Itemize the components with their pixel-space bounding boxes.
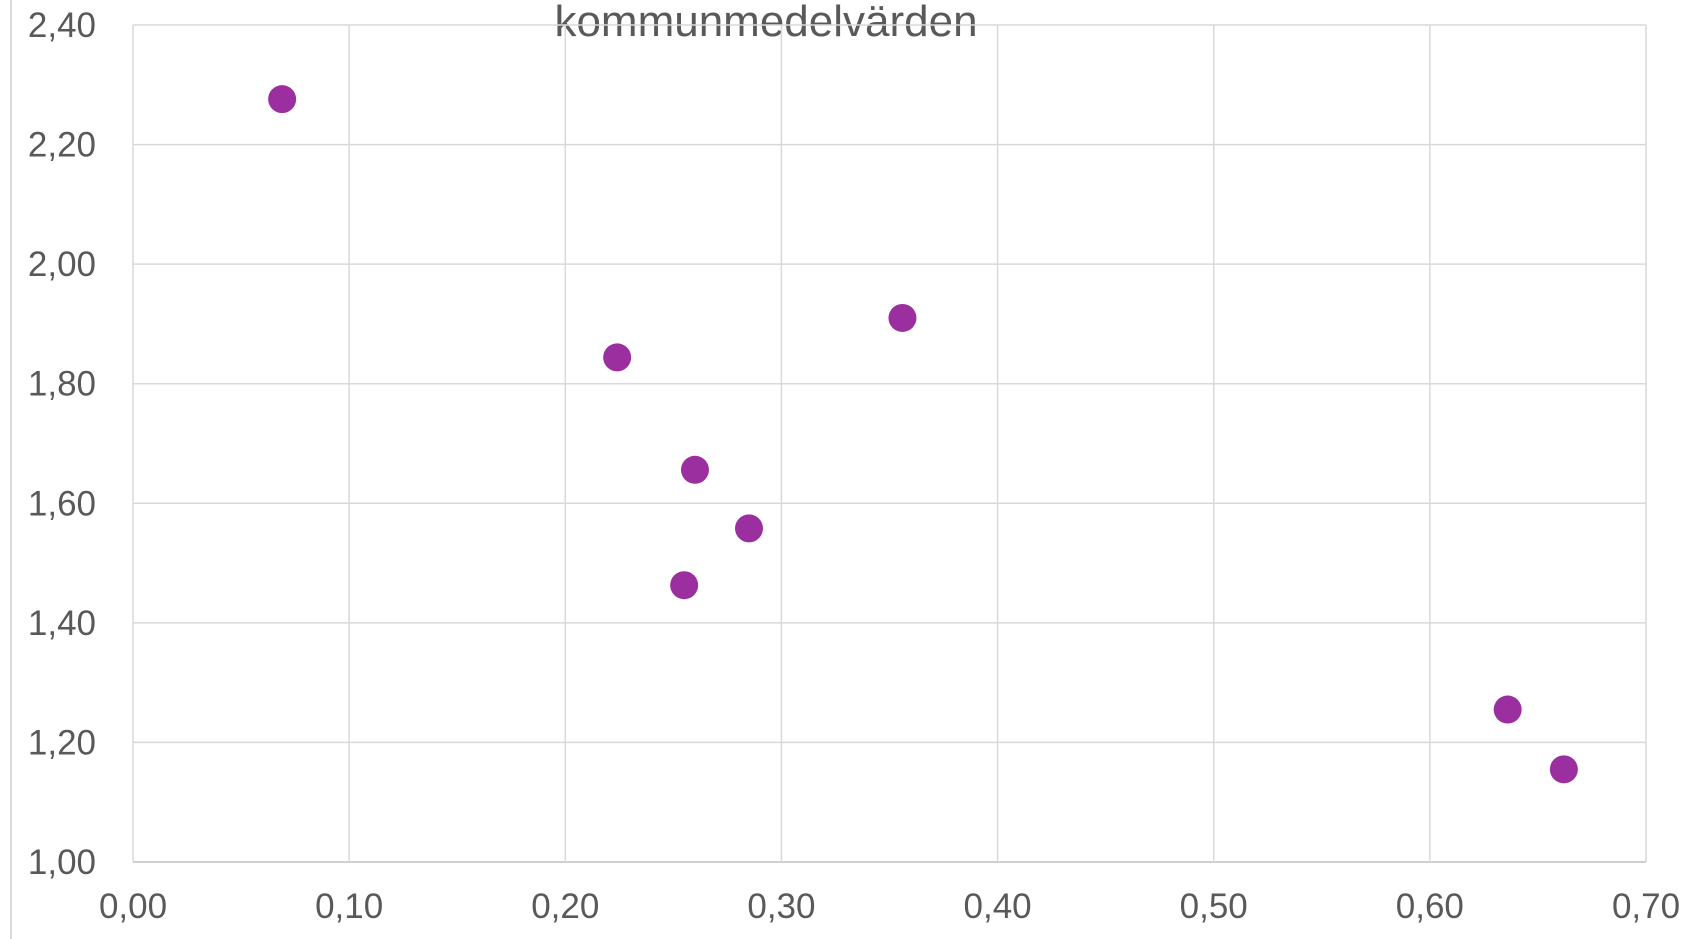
point [1549,755,1578,784]
y-tick-label: 1,60 [28,484,96,523]
x-tick-label: 0,40 [964,887,1032,926]
chart-title: kommunmedelvärden [554,0,977,46]
x-tick-label: 0,70 [1612,887,1680,926]
y-tick-label: 1,80 [28,365,96,404]
point [680,455,709,484]
y-tick-label: 2,20 [28,126,96,165]
x-tick-label: 0,20 [531,887,599,926]
point [1493,695,1522,724]
y-tick-label: 1,20 [28,723,96,762]
x-tick-label: 0,30 [747,887,815,926]
y-tick-label: 2,40 [28,6,96,45]
point [268,85,297,114]
x-tick-label: 0,50 [1180,887,1248,926]
x-tick-label: 0,00 [99,887,167,926]
point [670,571,699,600]
y-tick-label: 2,00 [28,245,96,284]
point [603,343,632,372]
point [888,303,917,332]
y-tick-label: 1,00 [28,843,96,882]
point [735,514,764,543]
x-tick-label: 0,10 [315,887,383,926]
x-tick-label: 0,60 [1396,887,1464,926]
y-tick-label: 1,40 [28,604,96,643]
